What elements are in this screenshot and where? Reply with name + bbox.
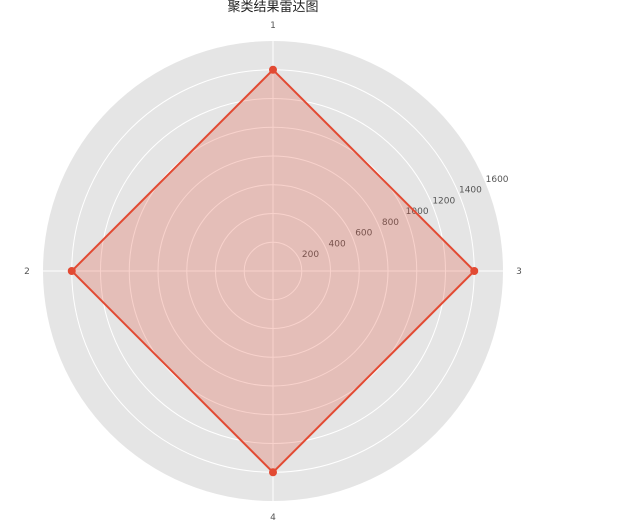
radial-tick-label: 600 <box>355 229 372 239</box>
axis-label-4: 4 <box>270 513 276 523</box>
chart-title: 聚类结果雷达图 <box>227 0 319 15</box>
axis-label-2: 2 <box>24 267 30 277</box>
series-point-1 <box>269 65 277 74</box>
radial-tick-label: 1000 <box>406 207 429 217</box>
series-point-3 <box>470 267 479 275</box>
radial-tick-label: 200 <box>302 250 319 260</box>
radial-tick-label: 1400 <box>459 186 482 196</box>
axis-label-3: 3 <box>516 267 522 277</box>
axis-label-1: 1 <box>270 21 276 31</box>
radial-tick-label: 400 <box>329 239 346 249</box>
series-point-4 <box>269 468 277 477</box>
radial-tick-label: 1200 <box>432 196 455 206</box>
radial-tick-label: 1600 <box>486 175 509 185</box>
radial-tick-label: 800 <box>382 218 399 228</box>
series-point-2 <box>67 267 76 275</box>
